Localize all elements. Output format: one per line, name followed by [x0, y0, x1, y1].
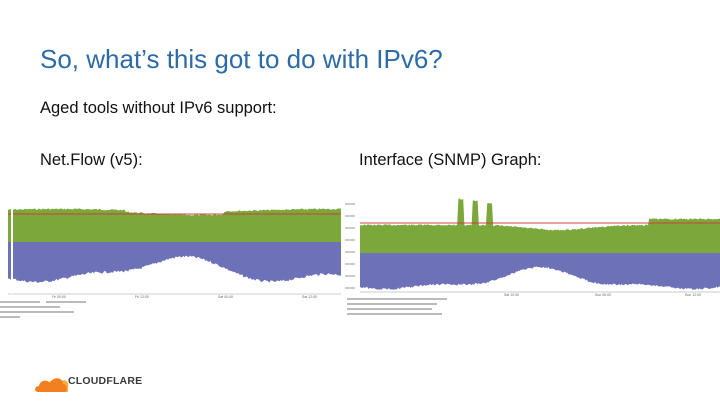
slide-title: So, what’s this got to do with IPv6? [40, 44, 443, 74]
netflow-outbound-area [8, 242, 341, 283]
netflow-time-label: Fri 12:00 [135, 295, 149, 299]
snmp-graph-svg: Sat 12:00 Sun 00:00 Sun 12:00 [345, 198, 720, 315]
slide-subtitle: Aged tools without IPv6 support: [40, 99, 277, 117]
snmp-y-axis-labels [345, 203, 355, 289]
netflow-time-label: Sat 12:00 [302, 295, 317, 299]
cloud-icon [35, 378, 69, 392]
cloudflare-logo-text: CLOUDFLARE [68, 375, 143, 387]
netflow-graph: Fri 00:00 Fri 12:00 Sat 00:00 Sat 12:00 [0, 200, 345, 320]
snmp-outbound-area [360, 253, 720, 290]
netflow-graph-svg: Fri 00:00 Fri 12:00 Sat 00:00 Sat 12:00 [0, 200, 341, 318]
snmp-time-label: Sat 12:00 [504, 293, 519, 297]
netflow-legend [0, 301, 86, 318]
cloudflare-logo [35, 378, 69, 392]
netflow-time-label: Sat 00:00 [218, 295, 233, 299]
snmp-time-label: Sun 00:00 [595, 293, 611, 297]
snmp-caption: Interface (SNMP) Graph: [359, 151, 542, 169]
snmp-graph: Sat 12:00 Sun 00:00 Sun 12:00 [345, 195, 720, 320]
netflow-time-label: Fri 00:00 [52, 295, 66, 299]
netflow-inbound-area [8, 208, 341, 242]
snmp-inbound-area [360, 198, 720, 253]
snmp-legend [347, 298, 447, 315]
netflow-caption: Net.Flow (v5): [40, 151, 143, 169]
snmp-time-label: Sun 12:00 [685, 293, 701, 297]
